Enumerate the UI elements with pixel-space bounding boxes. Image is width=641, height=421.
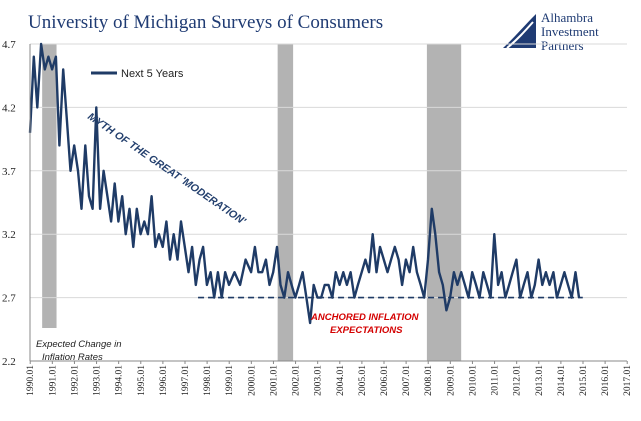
annotation-anchored-line1: ANCHORED INFLATION (310, 312, 420, 323)
company-logo: Alhambra Investment Partners (503, 10, 599, 53)
legend-label: Next 5 Years (121, 68, 184, 80)
logo-line3: Partners (541, 38, 584, 53)
x-tick-label: 2000.01 (247, 365, 257, 396)
x-tick-label: 2002.01 (292, 365, 302, 396)
series-group (28, 42, 581, 325)
recession-band (426, 44, 462, 361)
y-tick-label: 4.7 (2, 39, 16, 51)
x-tick-label: 2015.01 (579, 365, 589, 396)
logo-mark-icon (503, 14, 536, 48)
x-tick-label: 1997.01 (181, 365, 191, 396)
x-tick-label: 2013.01 (535, 365, 545, 396)
annotation-note-line1: Expected Change in (36, 339, 122, 350)
x-tick-label: 1995.01 (137, 365, 147, 396)
x-tick-label: 1991.01 (48, 365, 58, 396)
y-tick-label: 2.7 (2, 293, 16, 305)
series-line (28, 42, 581, 325)
x-tick-label: 1998.01 (203, 365, 213, 396)
x-tick-label: 2008.01 (424, 365, 434, 396)
x-tick-label: 1996.01 (159, 365, 169, 396)
y-tick-label: 2.2 (2, 356, 16, 368)
x-tick-label: 2014.01 (557, 365, 567, 396)
legend: Next 5 Years (91, 68, 184, 80)
chart-title: University of Michigan Surveys of Consum… (28, 12, 383, 33)
x-tick-label: 2016.01 (601, 365, 611, 396)
x-tick-labels: 1990.01 1991.01 1992.01 1993.01 1994.01 1995.… (26, 361, 633, 396)
x-tick-label: 2003.01 (314, 365, 324, 396)
axes (29, 44, 627, 362)
x-tick-label: 2017.01 (623, 365, 633, 396)
x-tick-label: 2009.01 (446, 365, 456, 396)
x-tick-label: 2010.01 (468, 365, 478, 396)
x-tick-label: 2007.01 (402, 365, 412, 396)
recession-band (277, 44, 294, 361)
y-tick-label: 3.7 (2, 166, 16, 178)
y-tick-label: 4.2 (2, 102, 16, 114)
y-tick-label: 3.2 (2, 229, 16, 241)
recession-band (42, 44, 57, 328)
logo-swoosh-icon (506, 21, 534, 49)
annotation-anchored-line2: EXPECTATIONS (330, 325, 403, 336)
x-tick-label: 1999.01 (225, 365, 235, 396)
recession-bands (42, 44, 462, 361)
x-tick-label: 2012.01 (513, 365, 523, 396)
y-tick-labels: 2.2 2.7 3.2 3.7 4.2 4.7 (2, 39, 16, 368)
x-tick-label: 1992.01 (70, 365, 80, 396)
x-tick-label: 2005.01 (358, 365, 368, 396)
annotation-note-line2: Inflation Rates (42, 352, 103, 363)
x-tick-label: 1994.01 (115, 365, 125, 396)
x-tick-label: 2011.01 (491, 365, 501, 396)
logo-line1: Alhambra (541, 10, 593, 25)
x-tick-label: 2006.01 (380, 365, 390, 396)
logo-line2: Investment (541, 24, 599, 39)
x-tick-label: 1990.01 (26, 365, 36, 396)
x-tick-label: 2001.01 (269, 365, 279, 396)
x-tick-label: 2004.01 (336, 365, 346, 396)
x-tick-label: 1993.01 (93, 365, 103, 396)
